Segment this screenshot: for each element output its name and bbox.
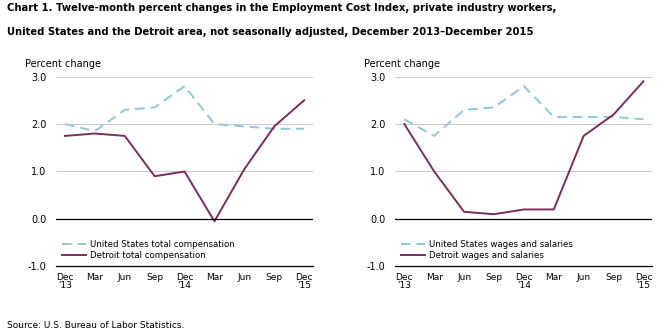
United States total compensation xyxy=(241,125,248,129)
Line: United States wages and salaries: United States wages and salaries xyxy=(405,86,643,136)
Detroit wages and salaries xyxy=(401,122,409,126)
Detroit total compensation xyxy=(91,132,99,136)
Detroit total compensation xyxy=(61,134,69,138)
United States total compensation xyxy=(210,122,218,126)
Legend: United States wages and salaries, Detroit wages and salaries: United States wages and salaries, Detroi… xyxy=(399,238,575,262)
Detroit total compensation xyxy=(270,125,278,129)
United States wages and salaries xyxy=(430,134,438,138)
Detroit wages and salaries xyxy=(430,169,438,173)
Text: United States and the Detroit area, not seasonally adjusted, December 2013–Decem: United States and the Detroit area, not … xyxy=(7,27,533,37)
United States total compensation xyxy=(61,122,69,126)
United States wages and salaries xyxy=(490,106,498,110)
United States wages and salaries xyxy=(639,117,647,121)
United States wages and salaries xyxy=(580,115,588,119)
United States wages and salaries xyxy=(520,84,528,88)
Detroit wages and salaries xyxy=(580,134,588,138)
Legend: United States total compensation, Detroit total compensation: United States total compensation, Detroi… xyxy=(61,238,236,262)
United States wages and salaries xyxy=(550,115,558,119)
United States total compensation xyxy=(181,84,188,88)
United States total compensation xyxy=(121,108,129,112)
Line: Detroit total compensation: Detroit total compensation xyxy=(65,100,304,221)
United States wages and salaries xyxy=(460,108,468,112)
Text: Percent change: Percent change xyxy=(364,59,440,69)
Text: Percent change: Percent change xyxy=(25,59,101,69)
Detroit wages and salaries xyxy=(610,113,617,117)
Detroit wages and salaries xyxy=(490,212,498,216)
Detroit wages and salaries xyxy=(460,210,468,214)
Detroit total compensation xyxy=(181,169,188,173)
Line: United States total compensation: United States total compensation xyxy=(65,86,304,131)
Text: Source: U.S. Bureau of Labor Statistics.: Source: U.S. Bureau of Labor Statistics. xyxy=(7,321,184,330)
United States total compensation xyxy=(300,127,308,131)
United States wages and salaries xyxy=(610,115,617,119)
Detroit total compensation xyxy=(210,219,218,223)
Detroit wages and salaries xyxy=(520,207,528,211)
United States total compensation xyxy=(91,129,99,133)
United States total compensation xyxy=(151,106,159,110)
Detroit total compensation xyxy=(241,167,248,171)
Detroit total compensation xyxy=(151,174,159,178)
Detroit wages and salaries xyxy=(639,79,647,83)
United States total compensation xyxy=(270,127,278,131)
Line: Detroit wages and salaries: Detroit wages and salaries xyxy=(405,81,643,214)
United States wages and salaries xyxy=(401,117,409,121)
Detroit total compensation xyxy=(121,134,129,138)
Text: Chart 1. Twelve-month percent changes in the Employment Cost Index, private indu: Chart 1. Twelve-month percent changes in… xyxy=(7,3,556,13)
Detroit total compensation xyxy=(300,98,308,102)
Detroit wages and salaries xyxy=(550,207,558,211)
